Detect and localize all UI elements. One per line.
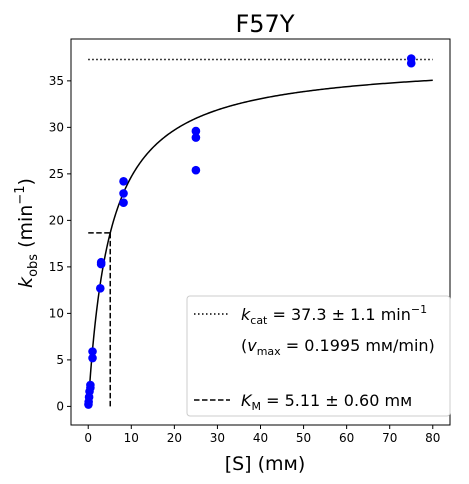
legend-km-label: KM = 5.11 ± 0.60 mм	[241, 391, 412, 413]
y-axis-label-unit: (min	[15, 205, 37, 254]
x-tick-label: 70	[382, 431, 397, 445]
data-point	[191, 133, 201, 142]
y-axis-label-symbol: k	[15, 276, 37, 288]
legend-vmax-label: (vmax = 0.1995 mм/min)	[241, 336, 435, 358]
x-axis-label: [S] (mм)	[225, 453, 306, 475]
data-point	[406, 54, 416, 63]
data-points	[84, 54, 416, 409]
data-point	[119, 198, 128, 208]
y-tick-label: 35	[49, 74, 64, 88]
data-point	[191, 165, 201, 175]
x-tick-label: 0	[84, 431, 92, 445]
y-tick-label: 5	[56, 353, 64, 367]
y-tick-label: 15	[49, 260, 64, 274]
x-tick-label: 60	[339, 431, 354, 445]
x-tick-label: 80	[425, 431, 440, 445]
y-tick-label: 30	[49, 120, 64, 134]
x-tick-label: 40	[253, 431, 268, 445]
data-point	[119, 189, 128, 198]
y-tick-label: 20	[49, 213, 64, 227]
y-axis-label: kobs (min−1)	[13, 178, 41, 288]
data-point	[191, 126, 201, 136]
data-point	[95, 283, 105, 293]
michaelis-menten-fit-curve	[87, 79, 433, 407]
x-tick-label: 20	[167, 431, 182, 445]
y-axis-label-unit-close: )	[15, 178, 37, 185]
x-tick-label: 30	[210, 431, 225, 445]
y-tick-label: 25	[49, 167, 64, 181]
y-tick-label: 10	[49, 306, 64, 320]
y-axis-ticks: 0 5 10 15 20 25 30 35	[49, 74, 71, 413]
data-point	[119, 177, 128, 186]
legend-box	[186, 295, 451, 417]
y-tick-label: 0	[56, 399, 64, 413]
chart-title: F57Y	[235, 10, 294, 38]
x-tick-label: 50	[296, 431, 311, 445]
x-tick-label: 10	[124, 431, 139, 445]
data-point	[88, 347, 97, 356]
data-point	[86, 380, 95, 390]
plot-series	[84, 54, 433, 409]
y-axis-label-unit-exponent: −1	[13, 185, 28, 204]
data-point	[88, 353, 97, 363]
y-axis-label-subscript: obs	[26, 254, 41, 277]
x-axis-ticks: 0 10 20 30 40 50 60 70 80	[84, 425, 440, 445]
legend-kcat-label: kcat = 37.3 ± 1.1 min−1	[241, 303, 427, 327]
data-point	[96, 257, 106, 267]
legend: kcat = 37.3 ± 1.1 min−1 (vmax = 0.1995 m…	[186, 295, 451, 417]
